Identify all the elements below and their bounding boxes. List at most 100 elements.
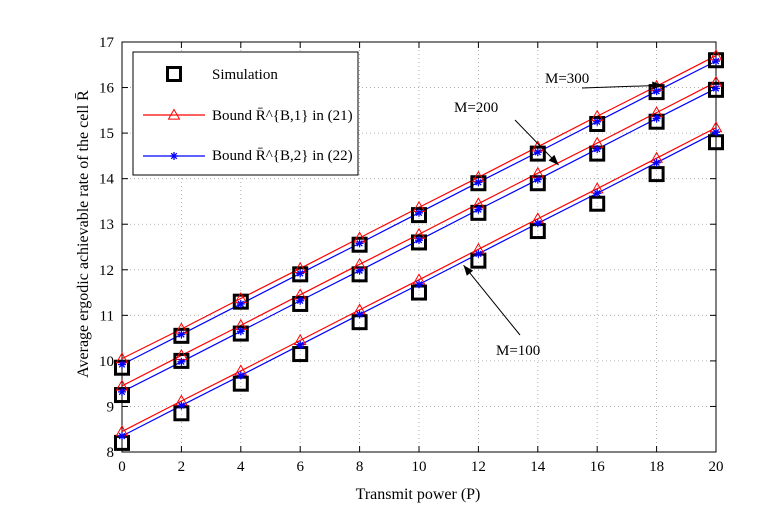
star-stroke	[118, 388, 126, 396]
point-bound2-m200	[236, 327, 245, 336]
star-stroke	[296, 341, 304, 349]
point-simulation-m300	[292, 266, 309, 283]
legend-marker-bound2	[170, 152, 178, 160]
point-simulation-m200	[173, 352, 190, 369]
x-tick-label: 20	[709, 459, 724, 475]
legend-box	[132, 51, 359, 176]
star-stroke	[178, 331, 185, 338]
x-tick-label: 0	[118, 459, 126, 475]
star-stroke	[237, 372, 245, 379]
grid	[122, 42, 716, 452]
point-bound2-m300	[415, 208, 423, 217]
legend-label-bound1: Bound R̄^{B,1} in (21)	[212, 108, 353, 124]
x-tick-label: 8	[356, 459, 364, 475]
point-bound2-m100	[652, 158, 661, 167]
point-bound2-m300	[474, 178, 483, 187]
annotation-arrow-line	[514, 119, 559, 166]
legend-marker-simulation	[166, 66, 182, 82]
point-bound2-m200	[474, 205, 483, 214]
x-tick-label: 16	[590, 459, 606, 475]
star-stroke	[237, 328, 245, 335]
annotation-arrowhead	[652, 81, 663, 90]
star-stroke	[534, 148, 542, 156]
x-tick-label: 10	[412, 459, 427, 475]
star-stroke	[475, 250, 482, 258]
point-bound2-m300	[652, 87, 661, 96]
y-tick-label: 8	[107, 445, 115, 461]
star-stroke	[712, 85, 720, 92]
star-stroke	[593, 145, 601, 153]
point-bound2-m200	[533, 175, 542, 184]
y-tick-label: 17	[99, 35, 115, 51]
x-tick-label: 12	[471, 459, 486, 475]
y-tick-label: 15	[99, 126, 114, 142]
point-simulation-m200	[411, 234, 427, 251]
y-tick-label: 14	[99, 172, 115, 188]
point-simulation-m300	[232, 293, 249, 310]
annotation-label-m100: M=100	[496, 343, 540, 359]
annotation-label-m200: M=200	[454, 100, 498, 116]
point-bound2-m100	[236, 371, 245, 380]
point-bound2-m100	[712, 128, 720, 137]
star-stroke	[653, 159, 660, 166]
x-tick-label: 4	[237, 459, 245, 475]
annotation-arrowhead	[463, 265, 474, 276]
legend: Simulation Bound R̄^{B,1} in (21) Bound …	[132, 51, 359, 176]
point-bound2-m300	[177, 330, 186, 339]
point-bound2-m200	[712, 84, 720, 93]
point-bound2-m300	[118, 360, 126, 369]
point-bound2-m200	[593, 145, 602, 154]
star-stroke	[118, 361, 126, 368]
point-bound2-m100	[296, 340, 305, 349]
point-bound2-m100	[355, 310, 364, 319]
star-stroke	[475, 179, 482, 186]
star-stroke	[118, 432, 126, 440]
point-bound2-m100	[415, 280, 423, 289]
point-simulation-m300	[589, 116, 606, 132]
point-bound2-m300	[296, 269, 305, 278]
x-tick-label: 6	[296, 459, 304, 475]
star-stroke	[415, 209, 423, 217]
y-tick-label: 9	[107, 399, 115, 415]
point-simulation-m300	[173, 327, 190, 344]
legend-label-bound2: Bound R̄^{B,2} in (22)	[212, 148, 353, 164]
y-tick-label: 13	[99, 217, 114, 233]
star-stroke	[475, 206, 482, 213]
point-bound2-m200	[355, 266, 364, 275]
star-stroke	[356, 267, 363, 274]
star-stroke	[534, 176, 542, 183]
star-stroke	[593, 118, 601, 125]
annotation-label-m300: M=300	[545, 71, 589, 87]
star-stroke	[356, 240, 363, 247]
point-bound2-m200	[652, 114, 661, 123]
y-tick-label: 16	[99, 81, 115, 97]
star-stroke	[296, 270, 304, 277]
y-tick-label: 12	[99, 263, 114, 279]
star-stroke	[356, 311, 363, 318]
annotation-arrow-line	[581, 84, 663, 89]
star-stroke	[178, 358, 185, 366]
point-simulation-m300	[351, 236, 368, 253]
star-stroke	[712, 57, 720, 65]
legend-marker-bound1	[167, 108, 181, 120]
star-stroke	[653, 87, 660, 95]
y-tick-label: 11	[100, 308, 114, 324]
point-simulation-m200	[232, 325, 249, 342]
point-simulation-m300	[529, 145, 546, 162]
point-bound2-m100	[177, 401, 186, 410]
point-bound2-m200	[118, 387, 126, 396]
point-bound2-m300	[236, 299, 245, 308]
star-stroke	[415, 236, 423, 244]
point-simulation-m100	[648, 166, 665, 183]
annotation-arrowhead	[548, 154, 559, 165]
star-stroke	[712, 128, 720, 136]
series-line-bound1-m100	[121, 127, 717, 433]
point-simulation-m300	[411, 207, 427, 224]
point-bound2-m200	[177, 357, 186, 366]
star-stroke	[178, 402, 185, 409]
star-stroke	[415, 281, 423, 288]
star-stroke	[296, 297, 304, 305]
ticks: 0 2 4 6 8 10 12 14 16 18 20 8 9 10 11 12 13 14 15 16 17	[99, 35, 724, 475]
